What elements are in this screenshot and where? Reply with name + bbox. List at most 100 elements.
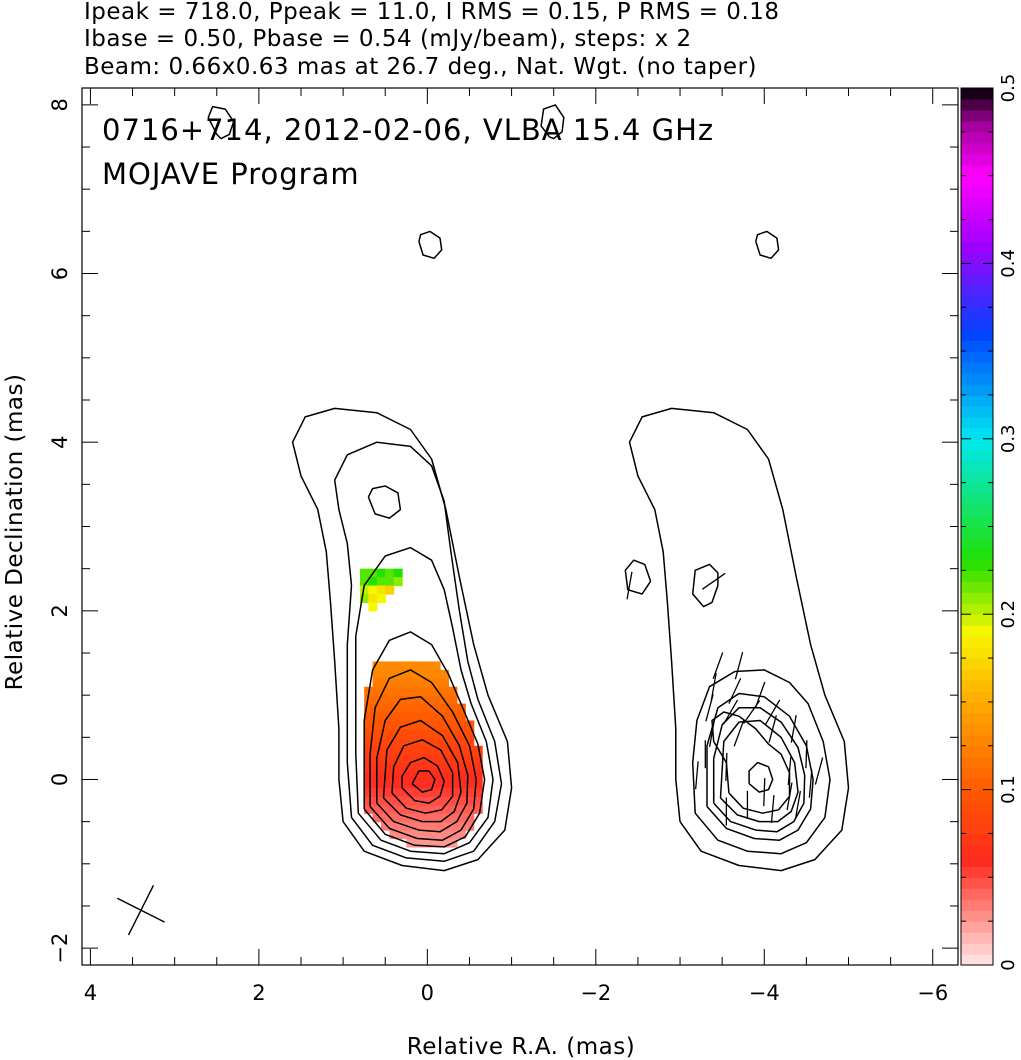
pol-pixel <box>376 585 386 595</box>
pol-pixel <box>406 661 416 671</box>
colorbar-swatch <box>961 263 993 275</box>
pol-pixel <box>465 779 475 789</box>
colorbar-swatch <box>961 416 993 429</box>
pol-pixel <box>431 669 441 679</box>
pol-pixel <box>423 737 433 747</box>
pol-pixel <box>414 804 424 814</box>
contour-line <box>391 739 454 814</box>
pol-pixel <box>372 720 382 730</box>
colorbar-swatch <box>961 120 993 133</box>
colorbar-swatch <box>961 460 993 473</box>
pol-pixel <box>431 686 441 696</box>
pol-pixel <box>381 804 391 814</box>
pol-pixel <box>397 762 407 772</box>
colorbar-tick-label: 0.2 <box>998 600 1019 629</box>
pol-pixel <box>439 686 450 696</box>
pol-pixel <box>465 813 475 823</box>
pol-pixel <box>368 577 378 587</box>
pol-pixel <box>381 787 391 797</box>
contour-line <box>369 669 477 841</box>
pol-pixel <box>406 787 416 797</box>
pol-pixel <box>465 728 475 738</box>
pol-pixel <box>448 821 458 831</box>
pol-pixel <box>364 737 374 747</box>
colorbar-swatch <box>961 734 993 747</box>
pol-pixel <box>456 830 466 840</box>
pol-pixel <box>381 661 391 671</box>
axis-ticks <box>82 88 958 965</box>
contour-line <box>540 104 565 140</box>
pol-pixel <box>389 695 399 705</box>
pol-pixel <box>372 669 382 679</box>
pol-pixel <box>431 737 441 747</box>
x-tick-label: 0 <box>421 981 434 1005</box>
pol-pixel <box>414 762 424 772</box>
pol-pixel <box>381 678 391 688</box>
colorbar-swatch <box>961 701 993 714</box>
pol-pixel <box>397 821 407 831</box>
colorbar-swatch <box>961 394 993 407</box>
colorbar-swatch <box>961 800 993 813</box>
pol-pixel <box>406 728 416 738</box>
y-tick-label: 6 <box>48 267 72 280</box>
pol-pixel <box>372 695 382 705</box>
pol-pixel <box>431 838 441 848</box>
contour-line <box>418 230 443 260</box>
pol-pixel <box>414 787 424 797</box>
pol-pixel <box>397 669 407 679</box>
pol-pixel <box>414 720 424 730</box>
pol-pixel <box>423 728 433 738</box>
pol-pixel <box>414 695 424 705</box>
pol-pixel <box>364 695 374 705</box>
colorbar-swatch <box>961 504 993 517</box>
pol-pixel <box>397 661 407 671</box>
pol-pixel <box>456 779 466 789</box>
pol-pixel <box>439 737 450 747</box>
evpa-vectors <box>626 571 824 826</box>
pol-pixel <box>414 686 424 696</box>
pol-pixel <box>423 796 433 806</box>
colorbar-swatch <box>961 932 993 944</box>
pol-pixel <box>423 838 433 848</box>
pol-pixel <box>448 703 458 713</box>
pol-pixel <box>368 593 378 603</box>
pol-pixel <box>414 838 424 848</box>
x-tick-label: −4 <box>749 981 780 1005</box>
pol-pixel <box>389 745 399 755</box>
colorbar-tick-label: 0.1 <box>998 775 1019 804</box>
pol-pixel <box>456 796 466 806</box>
colorbar-swatch <box>961 548 993 560</box>
source-annotation: 0716+714, 2012-02-06, VLBA 15.4 GHz <box>102 113 714 147</box>
evpa-vector <box>770 794 775 823</box>
pol-pixel <box>385 577 395 587</box>
evpa-vector <box>701 572 726 590</box>
pol-pixel <box>406 678 416 688</box>
colorbar-swatch <box>961 910 993 922</box>
pol-pixel <box>465 796 475 806</box>
pol-pixel <box>389 796 399 806</box>
pol-pixel <box>439 838 450 848</box>
evpa-vector <box>787 757 792 786</box>
pol-pixel <box>423 669 433 679</box>
evpa-vector <box>786 782 793 811</box>
pol-pixel <box>414 813 424 823</box>
y-tick-label: 8 <box>48 98 72 111</box>
pol-pixel <box>364 728 374 738</box>
pol-pixel <box>364 720 374 730</box>
pol-pixel <box>406 720 416 730</box>
colorbar-swatch <box>961 778 993 791</box>
evpa-vector <box>725 752 728 781</box>
pol-pixel <box>423 695 433 705</box>
pol-pixel <box>376 568 386 578</box>
pol-pixel <box>423 762 433 772</box>
pol-pixel <box>448 754 458 764</box>
pol-pixel <box>431 703 441 713</box>
pol-pixel <box>465 762 475 772</box>
pol-pixel <box>359 585 369 595</box>
colorbar-swatch <box>961 219 993 232</box>
evpa-vector <box>794 790 802 819</box>
pol-pixel <box>448 686 458 696</box>
colorbar-swatch <box>961 241 993 254</box>
evpa-vector <box>626 571 633 600</box>
pol-pixel <box>423 703 433 713</box>
